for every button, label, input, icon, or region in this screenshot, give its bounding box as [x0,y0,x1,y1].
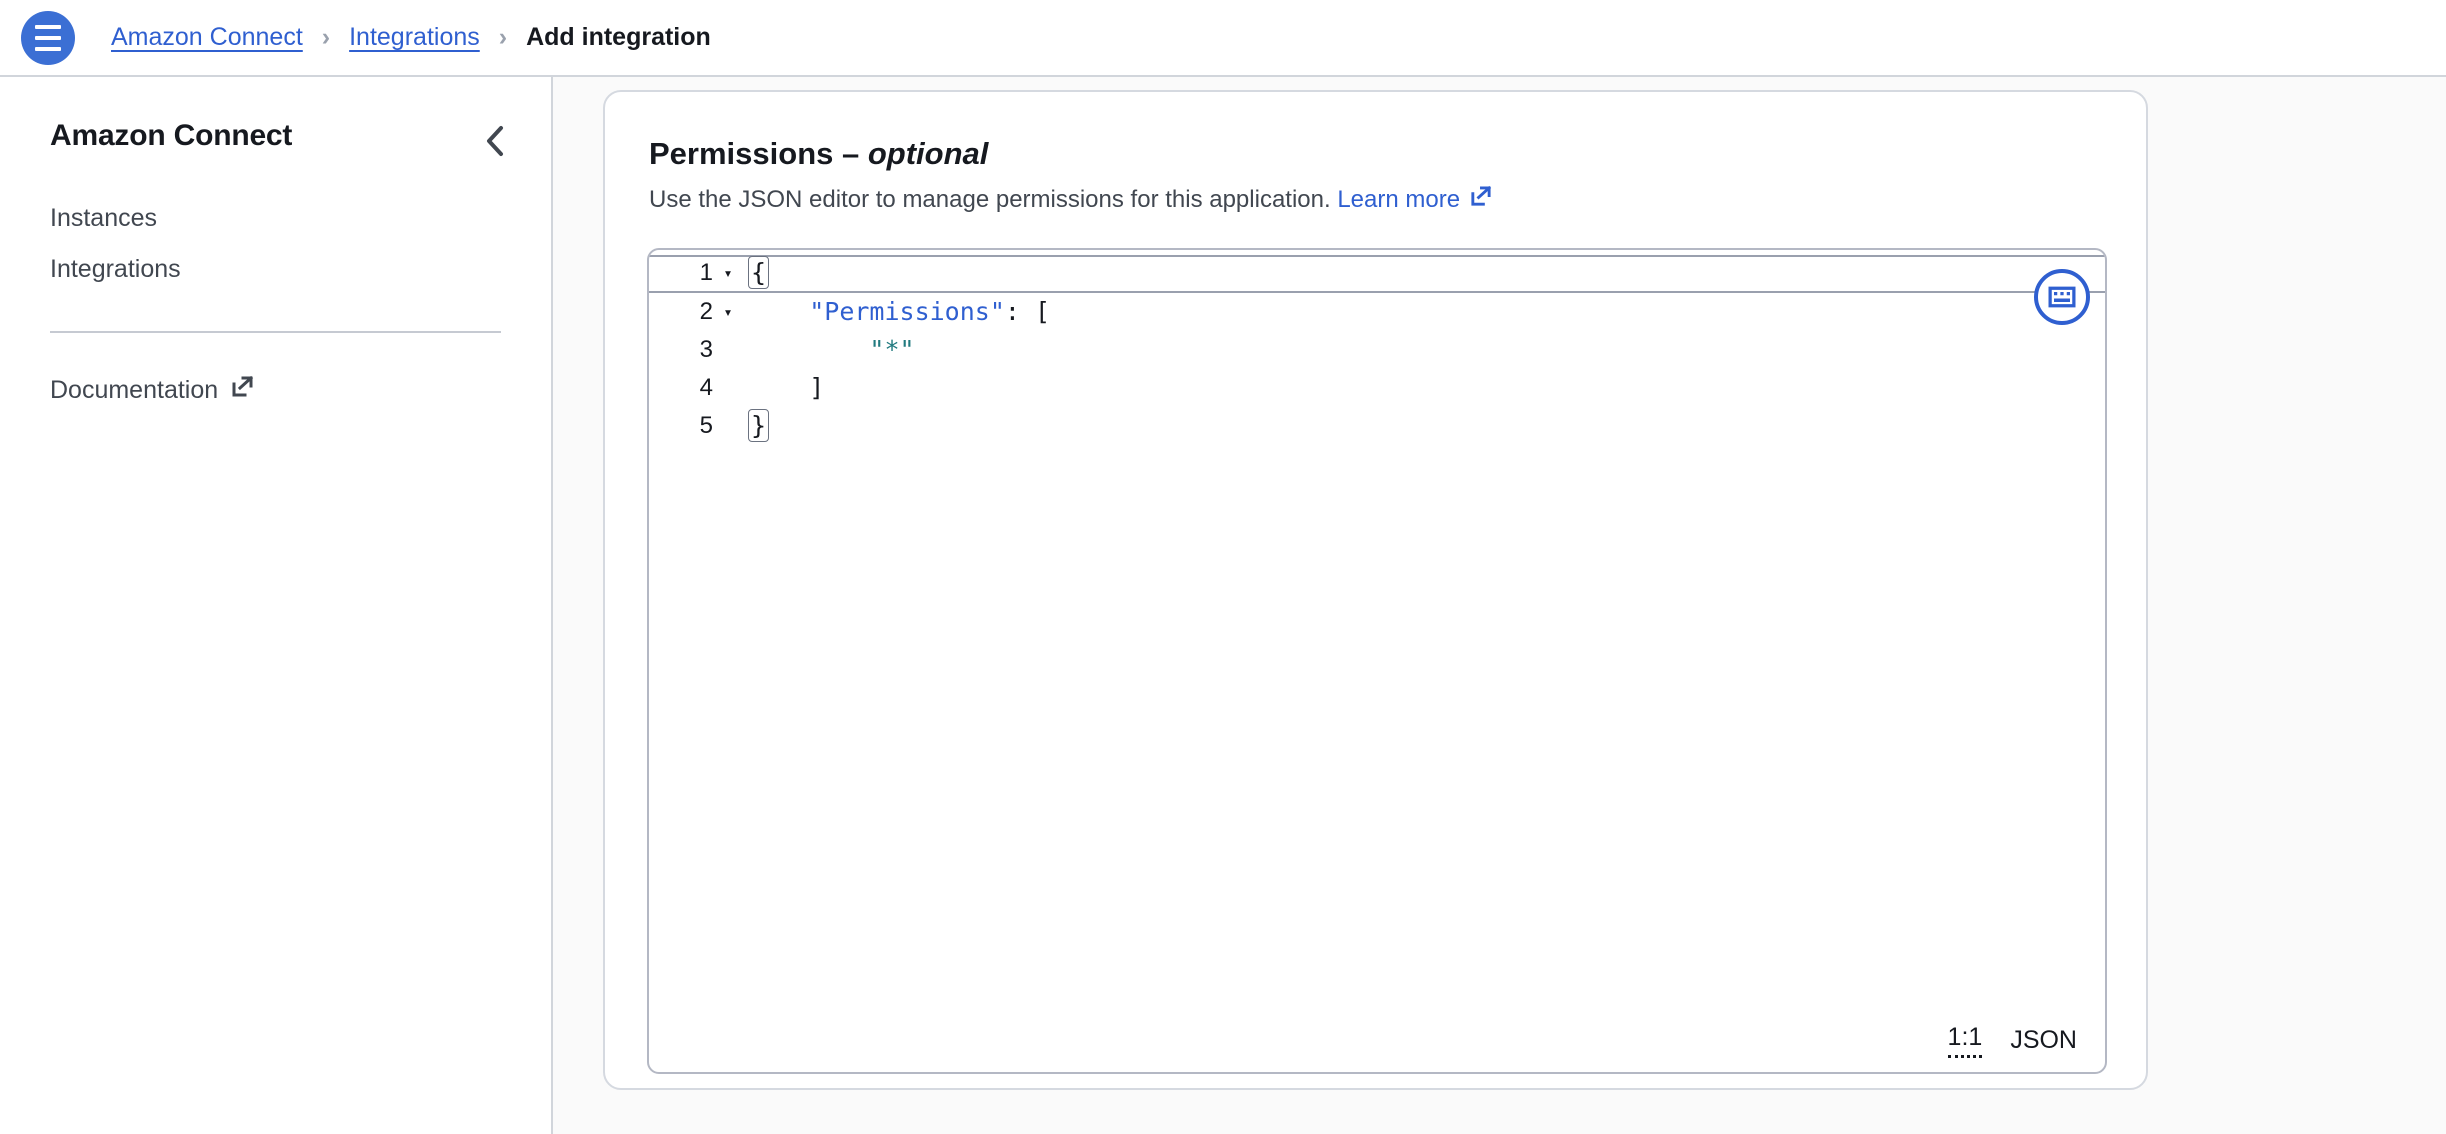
line-number: 4 [699,374,713,401]
card-header: Permissions – optional Use the JSON edit… [605,92,2146,215]
line-number: 1 [699,259,713,286]
code-token: : [ [1004,297,1051,326]
breadcrumb: Amazon Connect › Integrations › Add inte… [111,23,711,52]
page-title: Permissions – optional [649,136,2102,172]
sidebar-item-instances[interactable]: Instances [50,204,158,232]
hamburger-line [35,35,61,40]
code-token: } [747,409,770,442]
breadcrumb-separator-icon: › [498,23,508,51]
code-text: "Permissions": [ [743,293,1050,331]
editor-status-bar: 1:1 JSON [1947,1023,2077,1058]
sidebar: Amazon Connect Instances Integrations Do… [0,77,553,1134]
documentation-label: Documentation [50,376,219,404]
sidebar-divider [50,331,501,333]
fold-triangle-icon[interactable]: ▾ [723,303,733,321]
sidebar-header: Amazon Connect [0,77,551,161]
breadcrumb-item-amazon-connect[interactable]: Amazon Connect [111,23,303,51]
sidebar-item-documentation[interactable]: Documentation [0,333,304,406]
line-number: 3 [699,336,713,363]
code-token [749,335,869,364]
learn-more-label: Learn more [1337,186,1461,213]
fold-triangle-icon[interactable]: ▾ [723,264,733,282]
cursor-position[interactable]: 1:1 [1947,1023,1983,1058]
code-token: ] [749,373,825,402]
code-token: { [747,256,770,289]
hamburger-menu-icon[interactable] [21,10,75,65]
code-line[interactable]: 1 ▾ { [649,255,2105,293]
card-description-text: Use the JSON editor to manage permission… [649,186,1331,213]
code-text: { [743,254,770,292]
code-token: "Permissions" [809,297,1005,326]
code-line[interactable]: 3 "*" [649,331,2105,369]
editor-language-label[interactable]: JSON [2010,1026,2077,1054]
main-content: Permissions – optional Use the JSON edit… [553,77,2446,1134]
json-editor[interactable]: 1 ▾{2 ▾ "Permissions": [3 "*" 4 ] 5} 1:1 JSO… [647,248,2107,1074]
code-line[interactable]: 2 ▾ "Permissions": [ [649,293,2105,331]
keyboard-icon[interactable] [2034,269,2090,325]
code-text: ] [743,369,824,407]
editor-wrapper: 1 ▾{2 ▾ "Permissions": [3 "*" 4 ] 5} 1:1 JSO… [607,248,2148,1074]
sidebar-item-integrations[interactable]: Integrations [50,255,181,283]
code-line[interactable]: 5} [649,407,2105,445]
code-token: "*" [869,335,915,364]
card-description: Use the JSON editor to manage permission… [649,185,2102,215]
permissions-card: Permissions – optional Use the JSON edit… [603,90,2148,1090]
top-navigation-bar: Amazon Connect › Integrations › Add inte… [0,0,2446,77]
line-number: 2 [699,298,713,325]
code-area[interactable]: 1 ▾{2 ▾ "Permissions": [3 "*" 4 ] 5} [649,250,2105,445]
breadcrumb-item-integrations[interactable]: Integrations [349,23,480,51]
sidebar-title: Amazon Connect [50,119,293,152]
code-line[interactable]: 4 ] [649,369,2105,407]
breadcrumb-separator-icon: › [321,23,331,51]
chevron-left-icon[interactable] [475,121,515,161]
page-title-main: Permissions – [649,136,868,171]
code-text: "*" [743,331,915,369]
hamburger-line [35,46,61,51]
line-number: 5 [699,412,713,439]
sidebar-navigation: Instances Integrations [0,193,551,295]
external-link-icon [1469,185,1492,215]
learn-more-link[interactable]: Learn more [1337,185,1492,215]
hamburger-line [35,24,61,29]
external-link-icon [230,375,254,406]
breadcrumb-item-current: Add integration [526,23,711,51]
page-title-optional: optional [867,136,989,171]
code-text: } [743,407,770,445]
code-token [749,297,809,326]
